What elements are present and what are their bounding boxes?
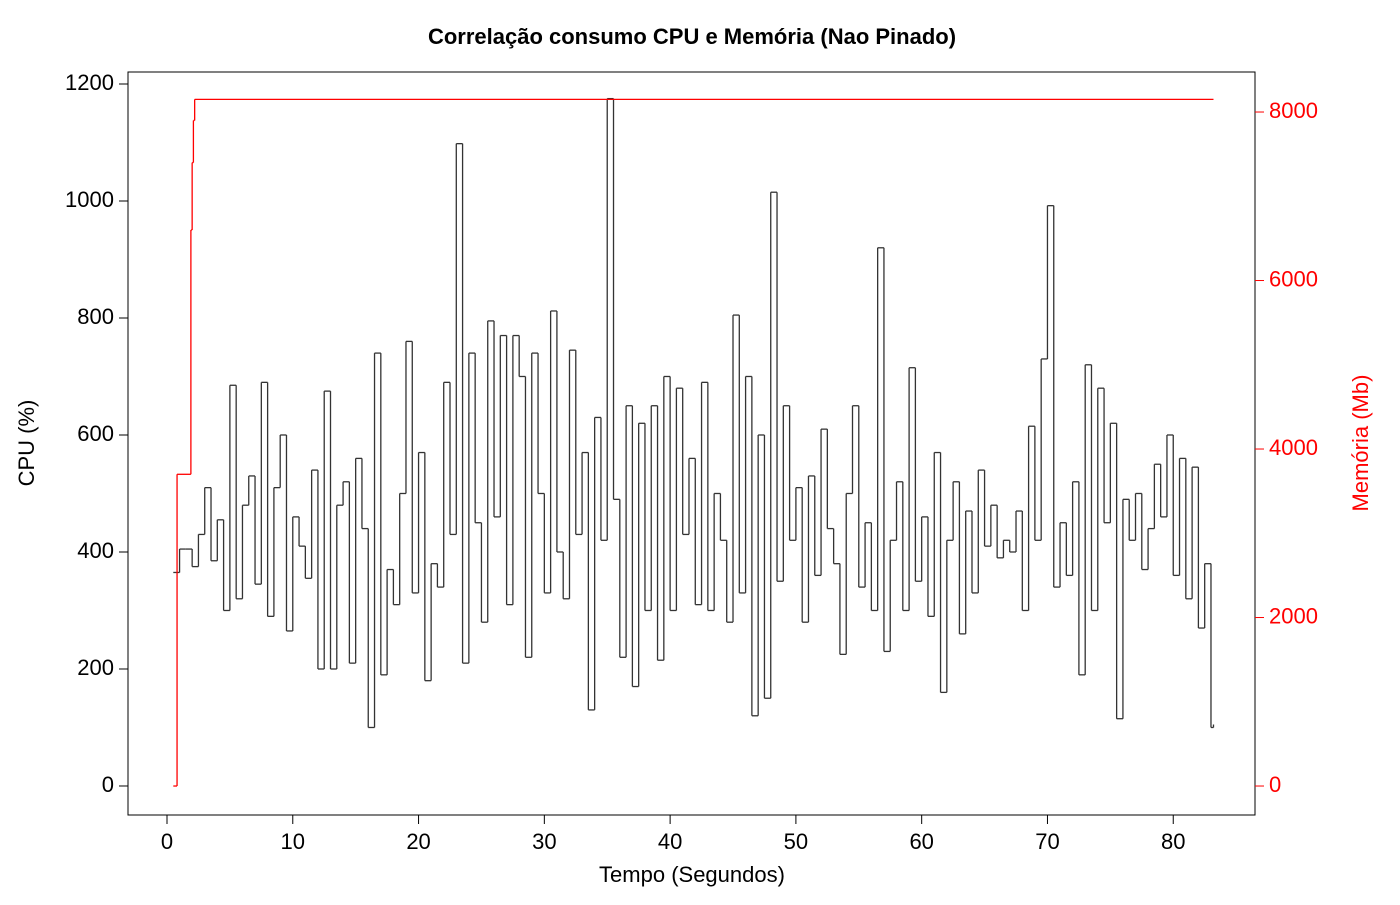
x-tick-label: 80 xyxy=(1161,829,1185,854)
y-tick-label: 0 xyxy=(102,772,114,797)
x-tick-label: 0 xyxy=(161,829,173,854)
y2-tick-label: 2000 xyxy=(1269,603,1318,628)
y-tick-label: 200 xyxy=(77,655,114,680)
step-riser xyxy=(178,98,1215,728)
y2-tick-label: 4000 xyxy=(1269,435,1318,460)
y2-tick-label: 6000 xyxy=(1269,266,1318,291)
y-tick-label: 800 xyxy=(77,304,114,329)
x-tick-label: 30 xyxy=(532,829,556,854)
x-tick-label: 60 xyxy=(909,829,933,854)
x-tick-label: 70 xyxy=(1035,829,1059,854)
x-tick-label: 10 xyxy=(281,829,305,854)
x-tick-label: 50 xyxy=(784,829,808,854)
x-tick-label: 40 xyxy=(658,829,682,854)
chart-title: Correlação consumo CPU e Memória (Nao Pi… xyxy=(428,24,956,49)
y-tick-label: 1000 xyxy=(65,187,114,212)
plot-frame xyxy=(127,71,1256,816)
y2-tick-label: 8000 xyxy=(1269,98,1318,123)
y-tick-label: 600 xyxy=(77,421,114,446)
y-tick-label: 1200 xyxy=(65,70,114,95)
x-tick-label: 20 xyxy=(406,829,430,854)
step-riser xyxy=(176,99,196,787)
y2-tick-label: 0 xyxy=(1269,772,1281,797)
y2-axis-label: Memória (Mb) xyxy=(1348,375,1373,512)
y-axis-label: CPU (%) xyxy=(14,400,39,487)
y-tick-label: 400 xyxy=(77,538,114,563)
x-axis-label: Tempo (Segundos) xyxy=(599,862,785,887)
